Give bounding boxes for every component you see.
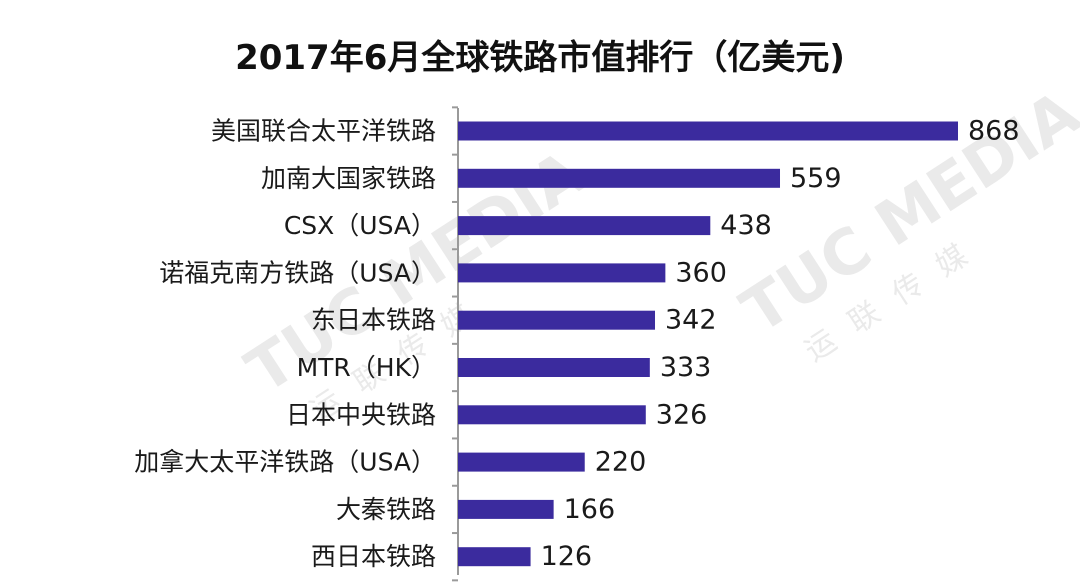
bar xyxy=(458,121,958,141)
bar xyxy=(458,547,531,567)
category-label: 大秦铁路 xyxy=(336,495,436,524)
category-label: 东日本铁路 xyxy=(311,306,436,335)
category-label: 加拿大太平洋铁路（USA） xyxy=(134,448,436,477)
bar xyxy=(458,263,666,283)
watermark-cn-char: 运 xyxy=(799,323,843,369)
value-label: 868 xyxy=(968,116,1020,147)
bars-layer xyxy=(458,121,958,567)
bar xyxy=(458,499,554,519)
bar xyxy=(458,168,781,188)
value-label: 220 xyxy=(595,447,647,478)
bar xyxy=(458,405,646,425)
labels-layer: 868 美国联合太平洋铁路 559 加南大国家铁路 438 CSX（USA） 360 诺福克南… xyxy=(134,116,1019,573)
category-label: MTR（HK） xyxy=(297,353,436,382)
category-label: 诺福克南方铁路（USA） xyxy=(159,258,436,287)
axis-layer xyxy=(452,106,459,582)
value-label: 126 xyxy=(541,541,593,572)
bar xyxy=(458,216,711,236)
value-label: 326 xyxy=(656,399,708,430)
chart-title: 2017年6月全球铁路市值排行（亿美元) xyxy=(235,38,845,78)
category-label: 日本中央铁路 xyxy=(286,400,436,429)
bar xyxy=(458,452,585,472)
value-label: 333 xyxy=(660,352,712,383)
bar xyxy=(458,310,656,330)
category-label: 加南大国家铁路 xyxy=(261,164,436,193)
watermark-cn-char: 媒 xyxy=(930,238,974,284)
value-label: 342 xyxy=(665,305,717,336)
watermark-cn-char: 联 xyxy=(842,295,886,341)
category-label: 美国联合太平洋铁路 xyxy=(211,117,436,146)
watermark-cn-char: 传 xyxy=(886,267,930,313)
value-label: 166 xyxy=(564,494,616,525)
bar xyxy=(458,358,650,377)
category-label: 西日本铁路 xyxy=(311,542,436,571)
category-label: CSX（USA） xyxy=(284,211,436,240)
value-label: 559 xyxy=(790,163,842,194)
value-label: 360 xyxy=(675,257,727,288)
value-label: 438 xyxy=(720,210,772,241)
